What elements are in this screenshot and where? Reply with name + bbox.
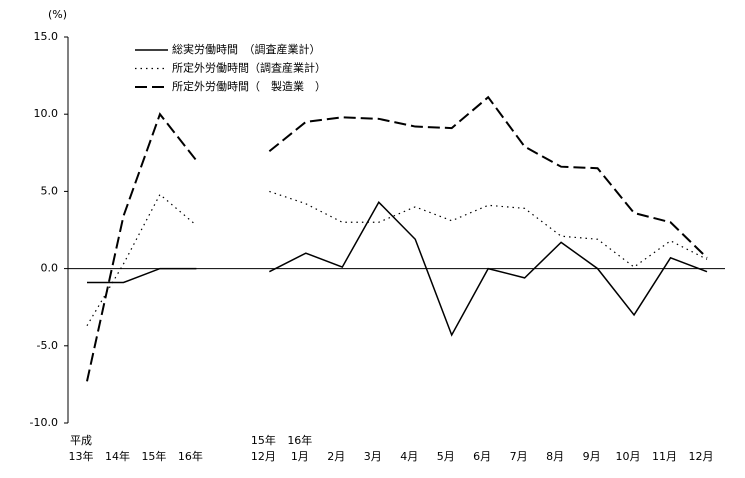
y-tick-label: 5.0 [41,184,59,197]
x-tick-label: 12月 [689,450,714,463]
legend-label: 所定外労働時間（調査産業計） [172,61,326,75]
x-tick-label: 7月 [510,450,528,463]
series-line [269,190,708,268]
series-line [86,112,198,382]
x-tick-label: 8月 [546,450,564,463]
y-tick-label: 15.0 [34,30,59,43]
x-tick-label: 平成 [70,434,92,447]
x-tick-label: 15年 [251,433,276,447]
x-tick-label: 2月 [327,450,345,463]
x-tick-label: 16年 [178,449,203,463]
x-tick-label: 6月 [473,450,491,463]
x-tick-label: 1月 [291,450,309,463]
x-tick-label: 4月 [400,450,418,463]
legend-label: 総実労働時間 （調査産業計） [172,42,321,56]
series-line [269,200,708,337]
x-tick-label: 16年 [287,433,312,447]
x-tick-label: 5月 [437,450,455,463]
x-tick-label: 11月 [652,450,677,463]
x-tick-label: 3月 [364,450,382,463]
x-tick-label: 12月 [251,450,276,463]
series-line [268,95,708,259]
legend-label: 所定外労働時間（ 製造業 ） [172,79,326,93]
x-tick-label: 13年 [69,449,94,463]
series-line [86,193,197,327]
y-tick-label: 0.0 [41,262,59,275]
y-tick-label: -5.0 [37,339,58,352]
y-tick-label: 10.0 [34,107,59,120]
series-line [87,267,197,284]
x-tick-label: 14年 [105,449,130,463]
x-tick-label: 10月 [616,450,641,463]
x-tick-label: 15年 [141,449,166,463]
x-tick-label: 9月 [583,450,601,463]
y-tick-label: -10.0 [30,416,58,429]
unit-label: (%) [48,8,67,21]
